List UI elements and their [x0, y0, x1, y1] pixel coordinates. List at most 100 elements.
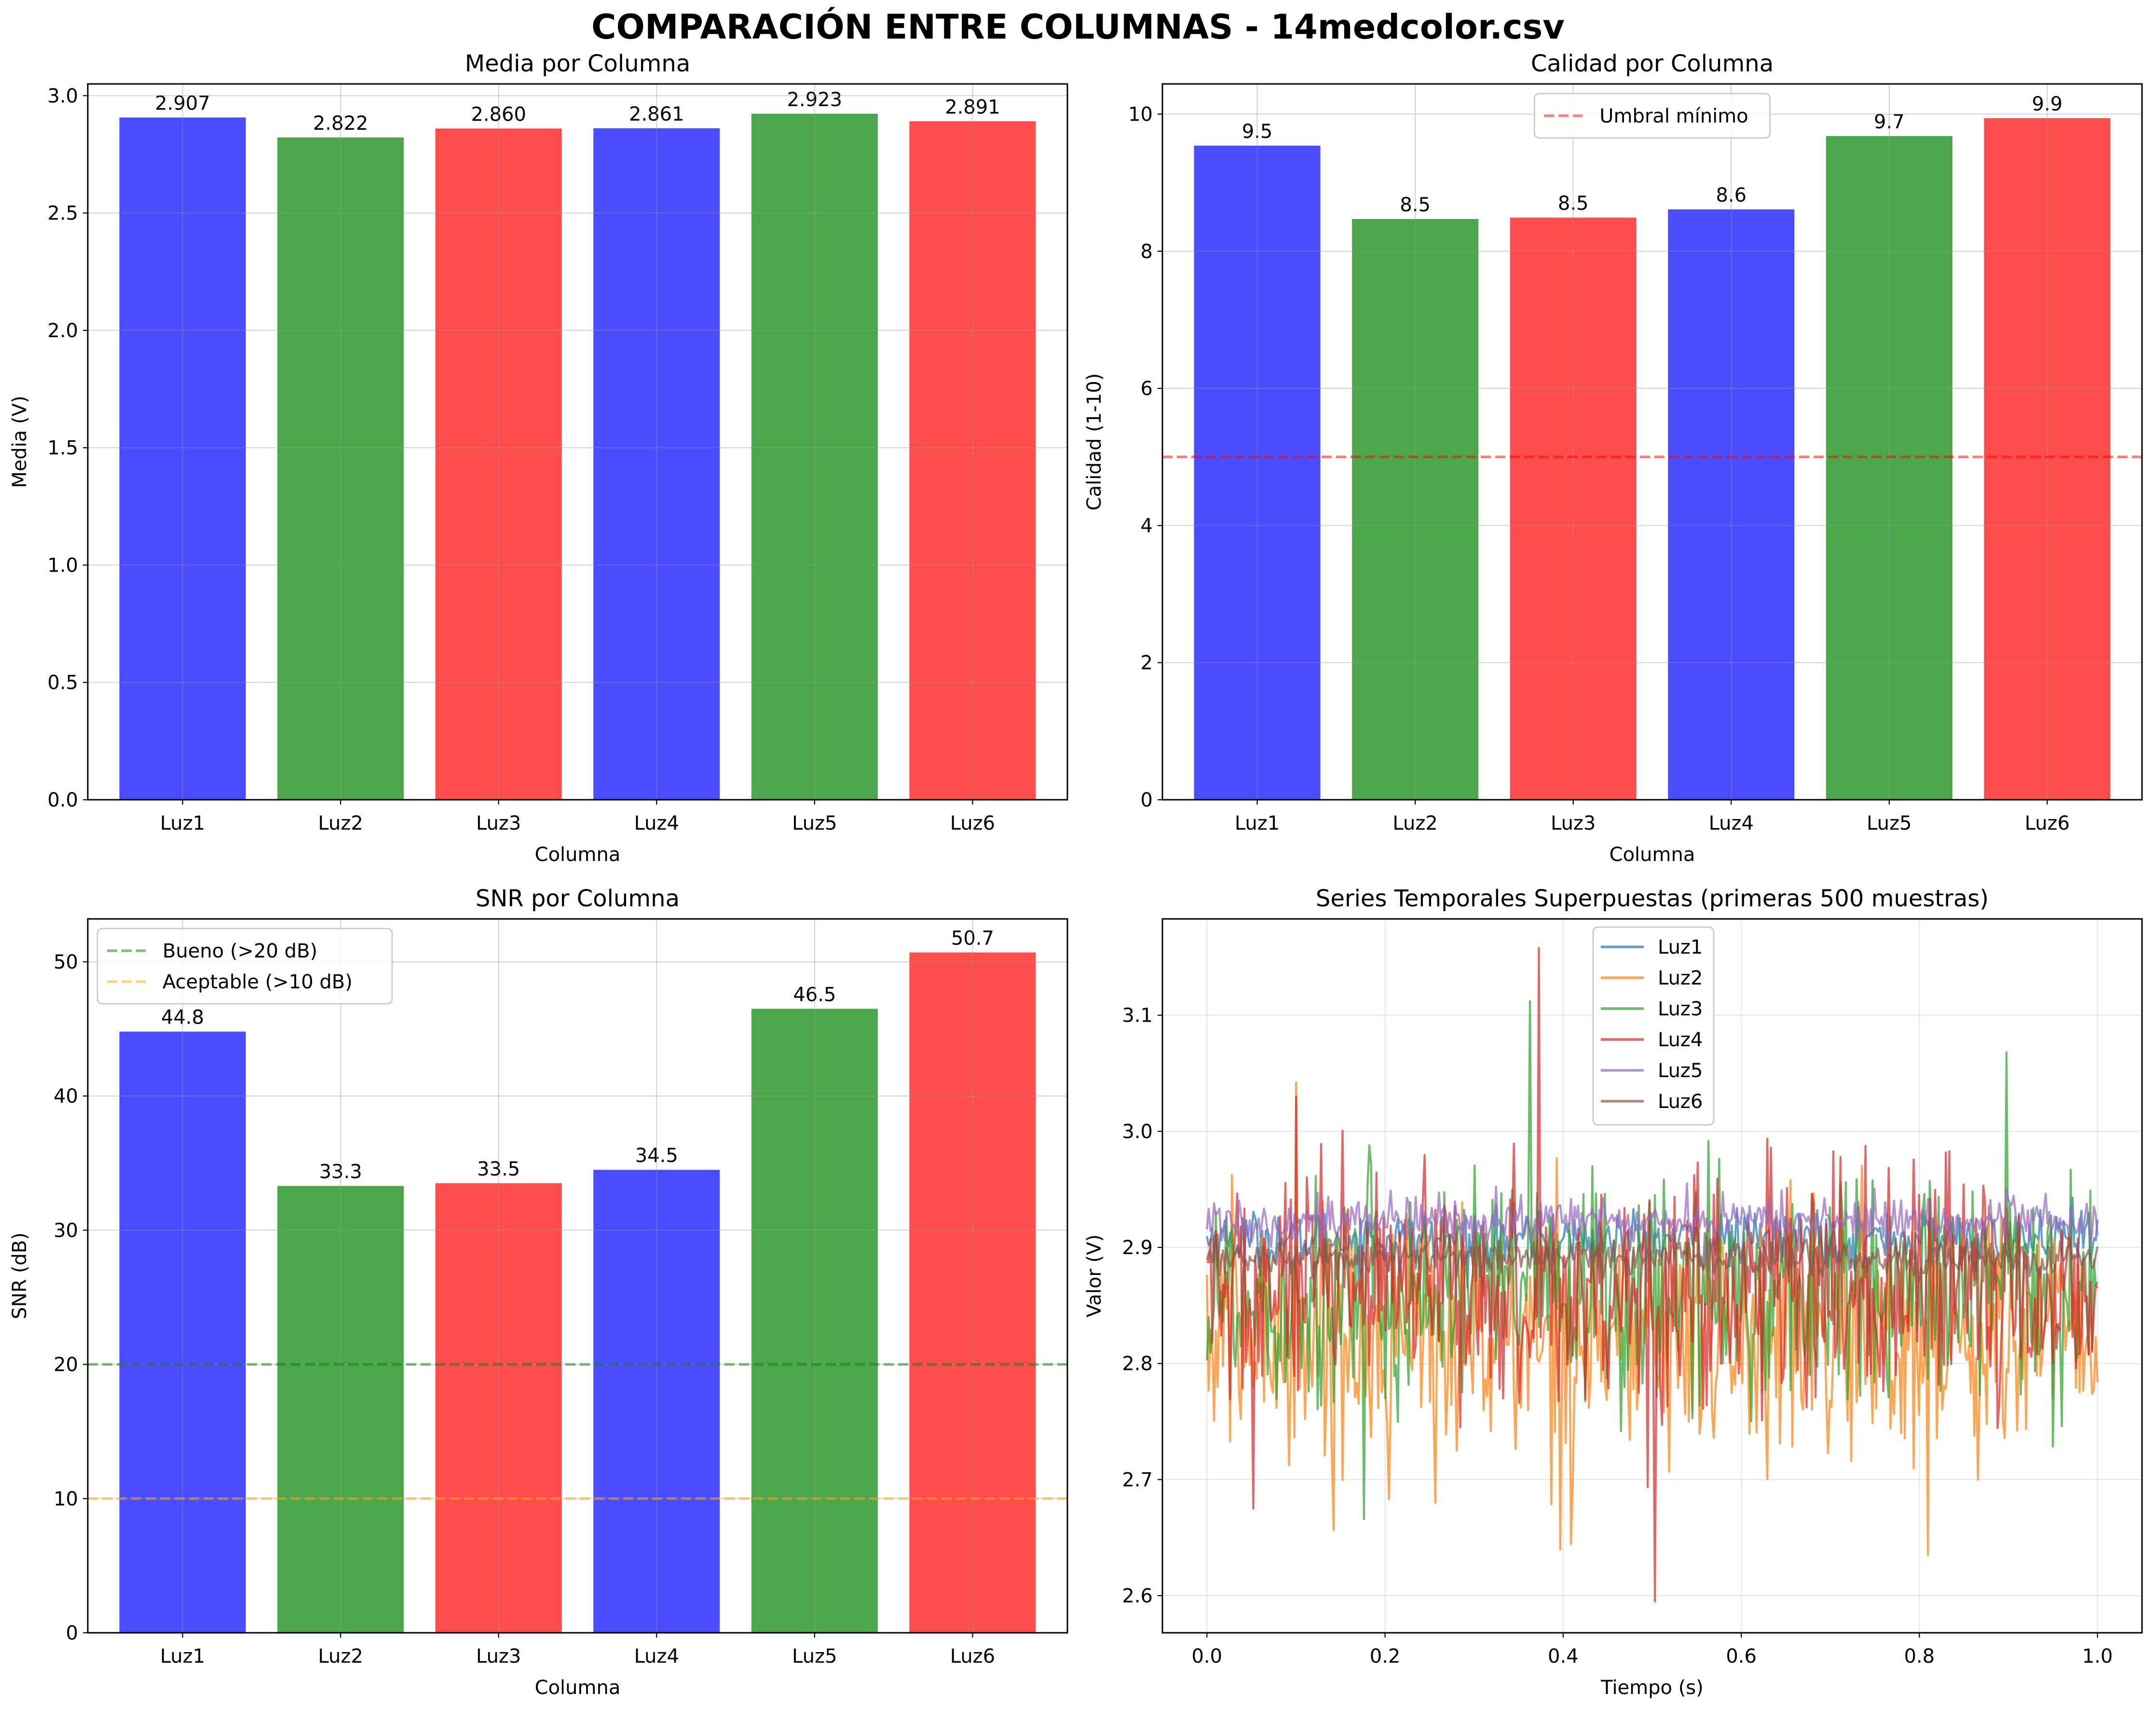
legend-item: Luz5 — [1601, 1060, 1703, 1082]
y-tick-label: 2.7 — [1122, 1469, 1153, 1491]
x-axis-label: Tiempo (s) — [1600, 1677, 1704, 1699]
bar-value-label: 33.5 — [477, 1158, 520, 1180]
figure-suptitle: COMPARACIÓN ENTRE COLUMNAS - 14medcolor.… — [591, 7, 1565, 47]
legend-item: Luz2 — [1601, 967, 1703, 989]
x-tick-label: 0.6 — [1726, 1645, 1757, 1668]
bar-value-label: 33.3 — [319, 1161, 362, 1183]
panel-title: Calidad por Columna — [1531, 50, 1774, 77]
y-tick-label: 3.1 — [1122, 1005, 1153, 1027]
bar-luz1 — [119, 1031, 246, 1633]
bar-luz3 — [435, 128, 562, 800]
legend-label: Luz1 — [1658, 936, 1703, 958]
x-tick-label: Luz3 — [476, 1645, 521, 1668]
y-tick-label: 2.9 — [1122, 1237, 1153, 1259]
series-lines — [1206, 947, 2099, 1603]
axes-spines — [1161, 83, 2143, 801]
legend-label: Umbral mínimo — [1599, 105, 1748, 127]
x-tick-label: Luz1 — [160, 1645, 205, 1668]
y-tick-label: 0.0 — [47, 789, 78, 811]
bar-luz1 — [119, 117, 246, 800]
bar-value-label: 8.5 — [1558, 192, 1589, 215]
legend-label: Bueno (>20 dB) — [163, 940, 317, 962]
x-axis-label: Columna — [535, 844, 621, 866]
bar-luz5 — [1826, 136, 1952, 800]
panel-title: SNR por Columna — [476, 885, 680, 912]
x-tick-label: Luz4 — [634, 812, 679, 834]
x-tick-label: Luz2 — [1392, 812, 1437, 834]
legend-item: Luz1 — [1601, 936, 1703, 958]
axes-spines — [87, 918, 1068, 1634]
series-line-luz6 — [1206, 1223, 2099, 1283]
y-tick-label: 2.6 — [1122, 1585, 1153, 1607]
x-tick-label: 1.0 — [2082, 1645, 2113, 1668]
bar-value-label: 2.861 — [629, 103, 684, 125]
y-axis-label: Calidad (1-10) — [1083, 373, 1105, 511]
legend-label: Luz3 — [1658, 998, 1703, 1020]
legend-label: Aceptable (>10 dB) — [163, 971, 353, 993]
y-tick-label: 3.0 — [47, 85, 78, 107]
x-tick-label: Luz1 — [160, 812, 205, 834]
series-line-luz5 — [1206, 1182, 2099, 1255]
bar-value-label: 2.907 — [155, 93, 210, 115]
legend-box — [96, 928, 393, 1005]
bar-value-label: 9.7 — [1874, 111, 1905, 133]
bar-luz2 — [1352, 219, 1479, 800]
bar-value-label: 9.5 — [1242, 121, 1273, 143]
x-tick-label: Luz5 — [792, 1645, 837, 1668]
bar-luz2 — [277, 1186, 404, 1633]
y-tick-label: 40 — [54, 1085, 78, 1107]
y-tick-label: 50 — [54, 951, 78, 973]
bar-luz4 — [1668, 209, 1795, 800]
bar-value-label: 50.7 — [951, 928, 994, 950]
bar-value-label: 2.923 — [787, 89, 843, 111]
y-tick-label: 20 — [54, 1354, 78, 1376]
bar-luz6 — [909, 121, 1036, 800]
y-tick-label: 3.0 — [1122, 1121, 1153, 1143]
bar-luz1 — [1194, 145, 1321, 800]
x-tick-label: Luz6 — [950, 812, 995, 834]
x-tick-label: 0.0 — [1192, 1645, 1223, 1668]
panel-series: Series Temporales Superpuestas (primeras… — [1083, 885, 2143, 1699]
y-tick-label: 10 — [54, 1488, 78, 1510]
bar-luz4 — [593, 1170, 720, 1633]
panel-title: Series Temporales Superpuestas (primeras… — [1316, 885, 1989, 912]
x-tick-label: Luz6 — [950, 1645, 995, 1668]
x-tick-label: Luz2 — [318, 1645, 363, 1668]
x-tick-label: Luz1 — [1235, 812, 1280, 834]
y-tick-label: 1.0 — [47, 554, 78, 576]
y-tick-label: 0.5 — [47, 672, 78, 694]
legend: Umbral mínimo — [1533, 93, 1771, 139]
bar-value-label: 44.8 — [161, 1007, 204, 1029]
x-tick-label: 0.8 — [1904, 1645, 1935, 1668]
series-line-luz4 — [1206, 947, 2099, 1603]
legend: Bueno (>20 dB) Aceptable (>10 dB) — [96, 928, 393, 1005]
x-tick-label: Luz3 — [1551, 812, 1596, 834]
bar-luz2 — [277, 137, 404, 800]
y-tick-label: 4 — [1141, 515, 1153, 537]
y-tick-label: 2.8 — [1122, 1353, 1153, 1375]
x-tick-label: 0.4 — [1548, 1645, 1579, 1668]
axes-spines — [87, 83, 1068, 801]
x-tick-label: Luz3 — [476, 812, 521, 834]
bar-luz6 — [909, 952, 1036, 1633]
y-tick-label: 2.0 — [47, 320, 78, 342]
legend-label: Luz2 — [1658, 967, 1703, 989]
legend-item: Aceptable (>10 dB) — [107, 971, 353, 993]
legend: Luz1 Luz2 Luz3 Luz4 Luz5 Luz6 — [1592, 926, 1715, 1126]
legend-item: Luz4 — [1601, 1029, 1703, 1051]
x-tick-label: Luz2 — [318, 812, 363, 834]
y-axis-label: SNR (dB) — [9, 1232, 31, 1319]
legend-item: Luz6 — [1601, 1091, 1703, 1113]
legend-label: Luz5 — [1658, 1060, 1703, 1082]
bar-luz3 — [1510, 218, 1637, 800]
panel-media: Media por Columna Columna Media (V) 0.0 0.5 1… — [9, 50, 1068, 866]
panel-title: Media por Columna — [465, 50, 690, 77]
bar-value-label: 2.891 — [945, 96, 1000, 118]
y-tick-label: 0 — [66, 1622, 78, 1644]
panel-calidad: Calidad por Columna Columna Calidad (1-10)… — [1083, 50, 2143, 866]
bar-luz5 — [751, 113, 878, 800]
bar-value-label: 2.822 — [313, 112, 368, 135]
y-tick-label: 1.5 — [47, 437, 78, 459]
x-tick-label: Luz5 — [1867, 812, 1911, 834]
